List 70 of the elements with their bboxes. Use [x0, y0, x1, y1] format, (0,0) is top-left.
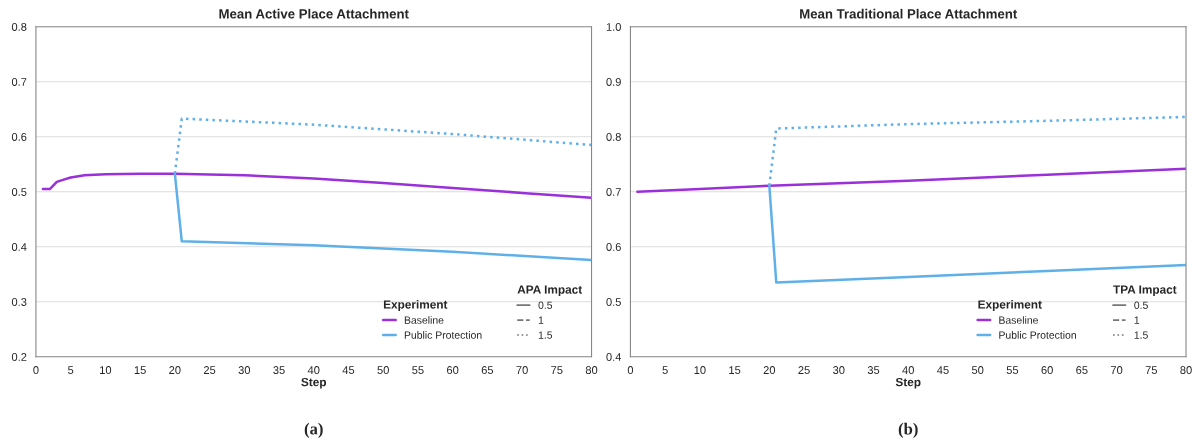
x-tick-label: 25 — [798, 366, 810, 374]
x-tick-label: 45 — [342, 366, 355, 374]
legend-title: Experiment — [383, 299, 448, 311]
x-tick-label: 70 — [1110, 366, 1123, 374]
annotation: APA Impact — [517, 285, 583, 297]
x-tick-label: 65 — [1076, 366, 1088, 374]
x-tick-label: 15 — [729, 366, 741, 374]
x-tick-label: 35 — [867, 366, 880, 374]
x-tick-label: 60 — [1041, 366, 1053, 374]
x-tick-label: 10 — [694, 366, 706, 374]
line-series — [41, 172, 592, 200]
x-tick-label: 40 — [902, 366, 914, 374]
text: (b) — [898, 422, 918, 438]
x-tick-label: 10 — [100, 366, 112, 374]
y-tick-label: 0.7 — [606, 188, 621, 196]
legend-label: Baseline — [404, 316, 444, 324]
y-tick-label: 0.3 — [11, 298, 27, 306]
x-tick-label: 70 — [516, 366, 528, 374]
annotation: 1.5 — [1134, 331, 1148, 339]
legend-label: Baseline — [999, 316, 1038, 324]
legend-label: Public Protection — [999, 331, 1076, 339]
x-tick-label: 50 — [971, 366, 984, 374]
legend-title: Experiment — [978, 299, 1042, 311]
y-tick-label: 0.6 — [606, 243, 621, 251]
y-tick-label: 0.5 — [11, 188, 27, 196]
y-tick-label: 0.5 — [606, 298, 621, 306]
x-tick-label: 0 — [33, 366, 39, 374]
y-tick-label: 0.4 — [11, 243, 27, 251]
y-tick-label: 0.6 — [11, 133, 27, 141]
x-tick-label: 80 — [1180, 366, 1192, 374]
x-tick-label: 5 — [662, 366, 668, 374]
x-tick-label: 75 — [1145, 366, 1158, 374]
annotation: 1.5 — [538, 331, 553, 339]
chart-title: Mean Active Place Attachment — [219, 8, 409, 19]
x-tick-label: 30 — [833, 366, 845, 374]
x-axis-title: Step — [895, 377, 921, 389]
chart-title: Mean Traditional Place Attachment — [800, 8, 1018, 19]
x-tick-label: 60 — [447, 366, 459, 374]
x-tick-label: 5 — [68, 366, 74, 374]
y-tick-label: 0.7 — [11, 78, 27, 86]
x-tick-label: 20 — [763, 366, 776, 374]
x-tick-label: 15 — [134, 366, 146, 374]
x-tick-label: 80 — [585, 366, 598, 374]
annotation: 1 — [538, 316, 544, 324]
y-tick-label: 0.9 — [606, 78, 621, 86]
x-tick-label: 65 — [481, 366, 494, 374]
x-tick-label: 75 — [551, 366, 563, 374]
x-tick-label: 40 — [307, 366, 320, 374]
line-series — [636, 167, 1187, 194]
y-tick-label: 0.2 — [11, 353, 27, 361]
legend-label: Public Protection — [404, 331, 482, 339]
annotation: 0.5 — [538, 301, 553, 309]
annotation: 1 — [1134, 316, 1140, 324]
x-tick-label: 25 — [203, 366, 216, 374]
annotation: TPA Impact — [1113, 285, 1177, 297]
x-tick-label: 45 — [937, 366, 949, 374]
text: (a) — [304, 422, 323, 438]
x-tick-label: 35 — [273, 366, 285, 374]
y-tick-label: 1.0 — [606, 23, 621, 31]
annotation: 0.5 — [1134, 301, 1148, 309]
y-tick-label: 0.8 — [606, 133, 621, 141]
x-axis-title: Step — [301, 377, 327, 389]
x-tick-label: 55 — [412, 366, 424, 374]
y-tick-label: 0.4 — [606, 353, 622, 361]
x-tick-label: 0 — [627, 366, 634, 374]
x-tick-label: 30 — [238, 366, 251, 374]
y-tick-label: 0.8 — [11, 23, 27, 31]
x-tick-label: 50 — [377, 366, 389, 374]
x-tick-label: 20 — [169, 366, 181, 374]
x-tick-label: 55 — [1006, 366, 1019, 374]
